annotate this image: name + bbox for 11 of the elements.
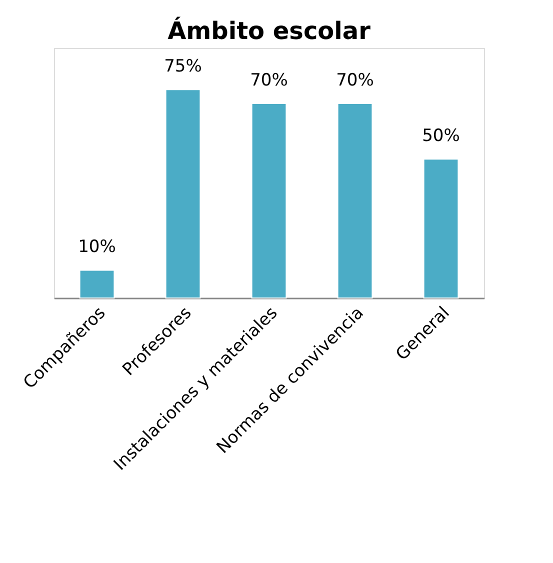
bar	[251, 103, 287, 298]
bar	[79, 270, 115, 298]
data-label: 50%	[422, 126, 460, 146]
bar	[165, 89, 201, 298]
bar	[423, 158, 459, 298]
bar	[337, 103, 373, 298]
data-label: 70%	[336, 70, 374, 91]
data-label: 70%	[250, 70, 288, 91]
data-label: 10%	[78, 237, 116, 258]
chart-title: Ámbito escolar	[168, 16, 371, 45]
data-label: 75%	[164, 56, 202, 77]
